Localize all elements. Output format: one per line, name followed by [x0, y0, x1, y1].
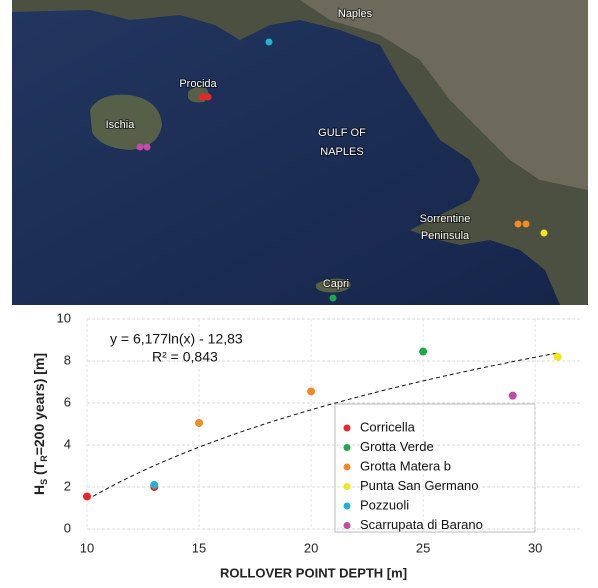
y-axis-label-part: (T [31, 461, 47, 479]
trend-r2: R² = 0,843 [152, 349, 218, 365]
point [509, 392, 517, 400]
map-site [144, 144, 151, 151]
y-tick-label: 2 [64, 478, 71, 493]
y-axis-label-part: =200 years) [m] [31, 353, 47, 455]
y-tick-label: 0 [64, 520, 71, 535]
y-tick-label: 8 [64, 352, 71, 367]
map-site [266, 39, 273, 46]
point [419, 348, 427, 356]
map-site [330, 295, 337, 302]
legend-marker [344, 464, 351, 471]
trend-equation: y = 6,177ln(x) - 12,83 [110, 331, 243, 347]
point [554, 353, 562, 361]
map-label: Sorrentine [420, 213, 471, 225]
map-label: NAPLES [320, 146, 363, 158]
map-site [199, 94, 206, 101]
y-axis-label: HS (TR=200 years) [m] [31, 353, 50, 495]
x-tick-label: 30 [528, 540, 542, 555]
y-axis-label-part: H [31, 485, 47, 495]
map-label: GULF OF [318, 127, 366, 139]
map-label: Procida [179, 78, 217, 90]
legend-marker [344, 522, 351, 529]
map-site [205, 94, 212, 101]
legend-marker [344, 444, 351, 451]
map-site [541, 230, 548, 237]
y-tick-label: 4 [64, 436, 71, 451]
map-site [523, 221, 530, 228]
legend-label: Corricella [360, 419, 416, 434]
map-label: Capri [323, 278, 349, 290]
legend-marker [344, 483, 351, 490]
legend-label: Punta San Germano [360, 478, 479, 493]
legend-label: Pozzuoli [360, 497, 409, 512]
x-tick-label: 15 [192, 540, 206, 555]
map-label: Ischia [106, 119, 136, 131]
x-tick-label: 20 [304, 540, 318, 555]
point [307, 387, 315, 395]
point [150, 481, 158, 489]
legend-marker [344, 503, 351, 510]
legend-label: Grotta Matera b [360, 458, 451, 473]
map-site [137, 144, 144, 151]
map-label: Naples [338, 8, 373, 20]
map-site [515, 221, 522, 228]
legend-label: Scarrupata di Barano [360, 517, 483, 532]
legend-label: Grotta Verde [360, 439, 434, 454]
point [83, 492, 91, 500]
figure: Naples Procida Ischia GULF OF NAPLES Sor… [0, 0, 598, 583]
map-label: Peninsula [421, 230, 470, 242]
map [12, 0, 588, 305]
point [195, 419, 203, 427]
x-tick-label: 25 [416, 540, 430, 555]
x-tick-label: 10 [80, 540, 94, 555]
y-tick-label: 10 [57, 310, 71, 325]
x-axis-label: ROLLOVER POINT DEPTH [m] [220, 565, 407, 580]
y-tick-label: 6 [64, 394, 71, 409]
legend-marker [344, 425, 351, 432]
